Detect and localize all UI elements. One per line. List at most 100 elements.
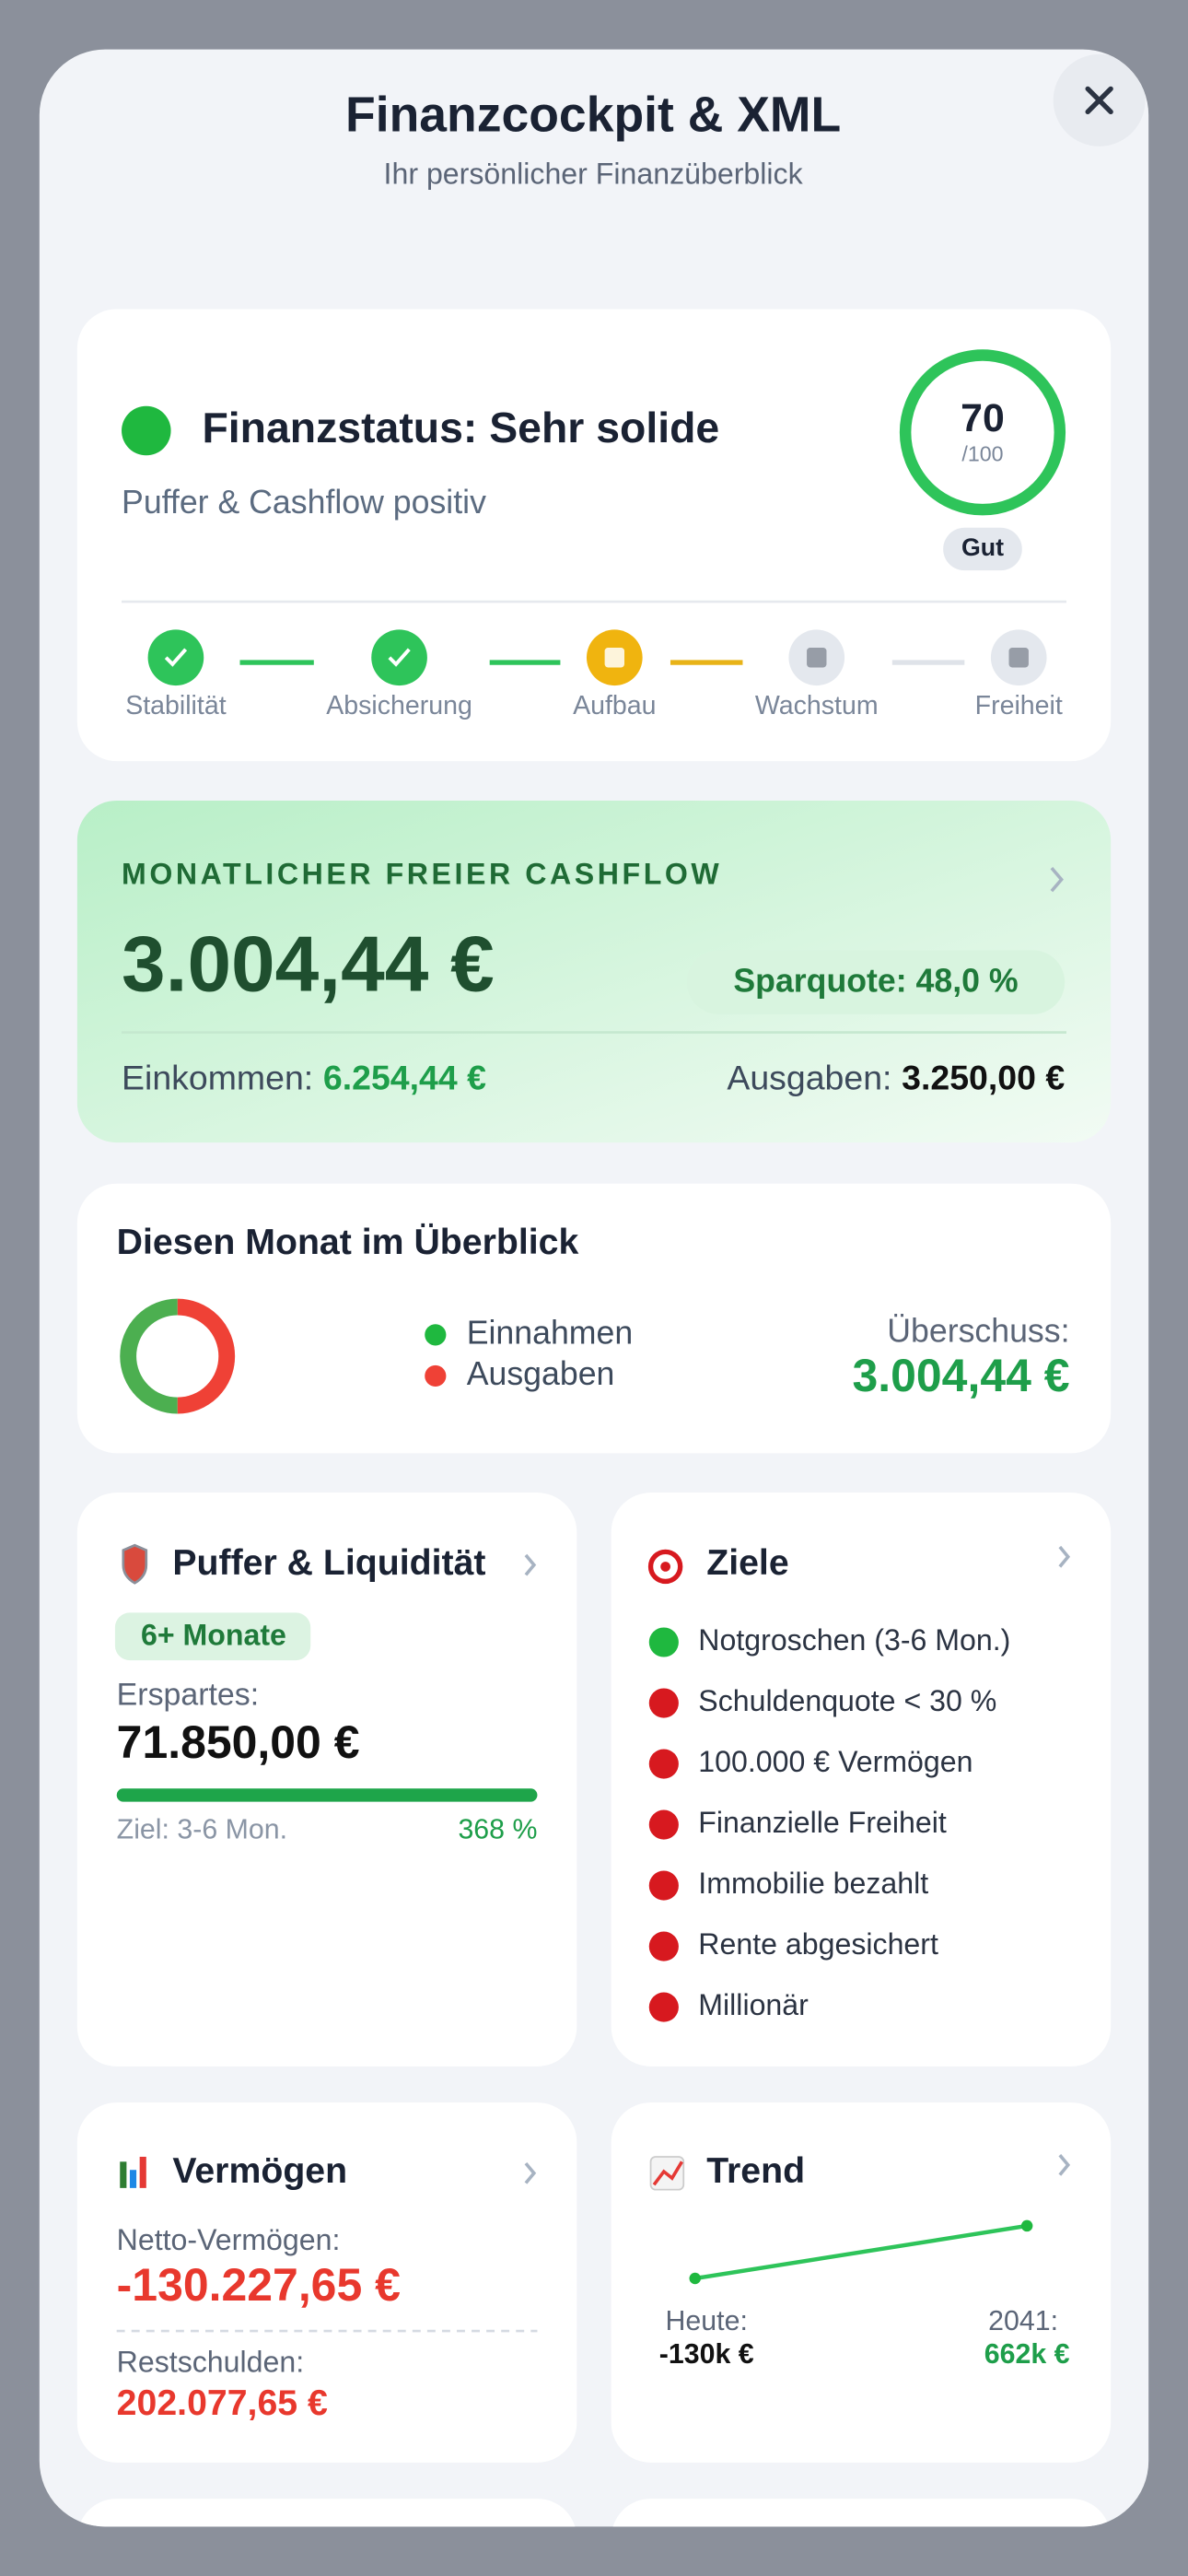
legend-dot: [425, 1364, 447, 1388]
step-label: Absicherung: [326, 691, 472, 720]
trend-card[interactable]: [611, 2102, 1112, 2463]
net-label: Netto-Vermögen:: [117, 2223, 341, 2256]
debt-label: Restschulden:: [117, 2345, 304, 2378]
trend-start: -130k €: [659, 2339, 754, 2370]
goals-list: Notgroschen (3-6 Mon.) Schuldenquote < 30…: [648, 1623, 1010, 2022]
goal-dot: [648, 1627, 679, 1657]
step-glyph: [1008, 648, 1029, 668]
donut-income: [120, 1298, 179, 1414]
savings-pill: [686, 950, 1066, 1014]
target-icon-center: [660, 1562, 670, 1572]
chevron[interactable]: [524, 1553, 537, 1576]
legend-dot: [425, 1324, 447, 1346]
net-worth: -130.227,65 €: [117, 2259, 401, 2311]
legend-label: Einnahmen: [467, 1314, 633, 1351]
donut-expenses: [177, 1298, 236, 1414]
subtitle: Ihr persönlicher Finanzüberblick: [384, 157, 804, 190]
goal-label: 100.000 € Vermögen: [698, 1745, 973, 1778]
buffer-goal: Ziel: 3-6 Mon.: [117, 1815, 287, 1845]
rating-badge: [943, 527, 1022, 571]
modal-content: Finanzcockpit & XML Ihr persönlicher Fin…: [76, 53, 1146, 2527]
chevron[interactable]: [524, 2161, 537, 2184]
overview-card: [76, 1183, 1112, 1454]
bars-icon: [129, 2170, 137, 2188]
savings-rate: Sparquote: 48,0 %: [733, 962, 1018, 999]
bars-icon: [139, 2156, 146, 2188]
trend-end-label: 2041:: [988, 2306, 1058, 2336]
goal-dot: [648, 1809, 679, 1840]
expenses: 3.250,00 €: [902, 1058, 1065, 1096]
overview-title: Diesen Monat im Überblick: [117, 1222, 579, 1262]
expenses-line: Ausgaben: 3.250,00 €: [727, 1058, 1065, 1096]
saved: 71.850,00 €: [117, 1716, 360, 1768]
goal-dot: [648, 1931, 679, 1961]
score: 70: [961, 396, 1005, 440]
cashflow-label: MONATLICHER FREIER CASHFLOW: [122, 858, 722, 891]
trend-end: 662k €: [984, 2339, 1070, 2370]
close-icon[interactable]: [1085, 86, 1113, 115]
goals-card[interactable]: [611, 1493, 1112, 2067]
step-check: [164, 648, 188, 667]
goals-title: Ziele: [706, 1542, 788, 1583]
trend-start-label: Heute:: [666, 2306, 748, 2336]
buffer-badge: [114, 1612, 311, 1661]
debt: 202.077,65 €: [117, 2383, 328, 2423]
goal-dot: [648, 1992, 679, 2022]
legend-label: Ausgaben: [467, 1355, 615, 1392]
buffer-progress: 368 %: [458, 1815, 537, 1845]
next-card: [611, 2499, 1112, 2527]
buffer-title: Puffer & Liquidität: [172, 1542, 485, 1583]
wealth-card[interactable]: [76, 2102, 577, 2463]
goal-label: Notgroschen (3-6 Mon.): [698, 1623, 1010, 1657]
status-dot: [122, 405, 171, 456]
goal-label: Millionär: [698, 1988, 809, 2021]
step-label: Stabilität: [125, 691, 227, 720]
bars-icon: [120, 2161, 127, 2188]
step-glyph: [807, 648, 827, 668]
trend-icon-line: [652, 2160, 683, 2186]
cashflow-amount: 3.004,44 €: [122, 919, 495, 1008]
chevron[interactable]: [1058, 1545, 1071, 1568]
goal-label: Schuldenquote < 30 %: [698, 1684, 996, 1717]
score-ring: [899, 349, 1066, 516]
next-card: [76, 2499, 577, 2527]
surplus: 3.004,44 €: [852, 1350, 1069, 1401]
step-label: Wachstum: [755, 691, 879, 720]
income-label: Einkommen:: [122, 1058, 313, 1096]
surplus-label: Überschuss:: [887, 1312, 1069, 1349]
steps: Stabilität Absicherung Aufbau Wachstum Freih…: [125, 629, 1063, 720]
title: Finanzcockpit & XML: [345, 88, 841, 143]
step-glyph: [604, 648, 625, 668]
goal-dot: [648, 1688, 679, 1718]
goal-label: Finanzielle Freiheit: [698, 1806, 947, 1839]
saved-label: Erspartes:: [117, 1677, 259, 1712]
trend-title: Trend: [706, 2150, 805, 2191]
goal-label: Immobilie bezahlt: [698, 1867, 928, 1900]
shield-icon: [122, 1543, 148, 1585]
step-icon: [371, 629, 427, 686]
expenses-label: Ausgaben:: [727, 1058, 891, 1096]
buffer-badge-text: 6+ Monate: [141, 1619, 286, 1652]
trend-point: [689, 2272, 701, 2285]
chevron[interactable]: [1058, 2154, 1071, 2176]
status-subtitle: Puffer & Cashflow positiv: [122, 484, 486, 521]
step-label: Freiheit: [975, 691, 1063, 720]
step-check: [388, 648, 411, 667]
goal-label: Rente abgesichert: [698, 1927, 938, 1961]
income: 6.254,44 €: [323, 1058, 486, 1096]
goal-dot: [648, 1749, 679, 1779]
income-line: Einkommen: 6.254,44 €: [122, 1058, 486, 1096]
step-label: Aufbau: [573, 691, 656, 720]
trend-line: [694, 2223, 1028, 2281]
cashflow-card[interactable]: [76, 800, 1112, 1143]
trend-point: [1020, 2219, 1033, 2232]
status-title: Finanzstatus: Sehr solide: [202, 404, 719, 451]
score-max: /100: [961, 441, 1003, 465]
goal-dot: [648, 1870, 679, 1901]
wealth-title: Vermögen: [172, 2150, 347, 2191]
rating: Gut: [961, 533, 1004, 561]
progress-bar: [116, 1788, 538, 1802]
chevron[interactable]: [1050, 866, 1064, 893]
